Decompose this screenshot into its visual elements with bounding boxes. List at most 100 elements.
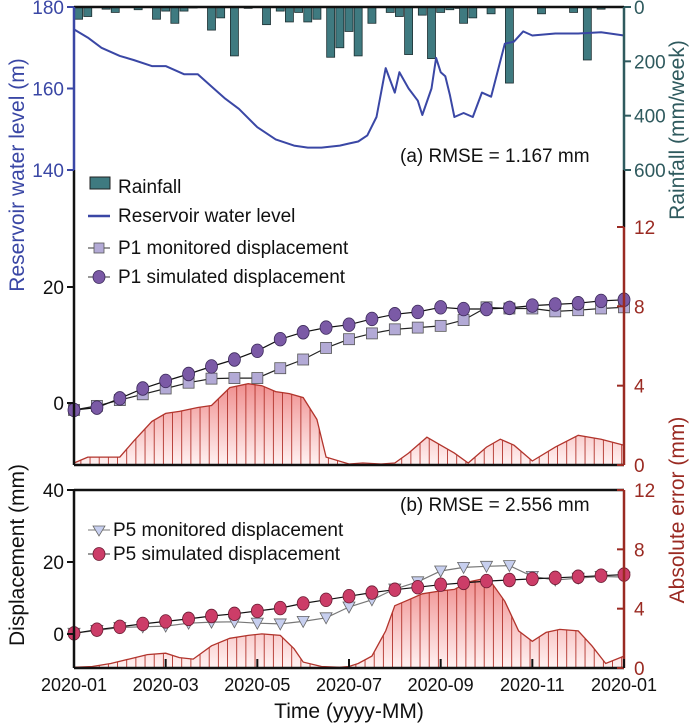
p1-simulated-point [159, 373, 173, 389]
p1-simulated-point [548, 297, 562, 312]
water-level-line [73, 28, 625, 149]
legend-p5-monitored-label: P5 monitored displacement [113, 520, 344, 541]
rainfall-bar [505, 6, 514, 84]
displacement-axis-title: Displacement (mm) [6, 464, 29, 646]
x-tick-label: 2020-01 [41, 675, 107, 695]
rainfall-bar [353, 6, 363, 57]
p5-simulated-point [594, 568, 608, 583]
p1-simulated-point [319, 320, 333, 335]
p1-simulated-point [228, 352, 241, 367]
legend-p1-monitored-swatch [93, 242, 105, 254]
panel-b-rmse-annotation: (b) RMSE = 2.556 mm [400, 495, 590, 516]
p1-monitored-point [297, 353, 310, 366]
p5-simulated-point [503, 572, 516, 588]
p5-simulated-point [296, 596, 310, 611]
panel-a-error-area [73, 383, 625, 465]
rainfall-bar [427, 6, 436, 60]
error-b-tick-label: 0 [634, 659, 645, 680]
legend-rainfall-label: Rainfall [118, 177, 181, 198]
panel-b-axes: 0 20 40 0 4 8 12 [43, 481, 655, 680]
rainfall-tick-label: 200 [634, 52, 666, 73]
p1-monitored-point [388, 323, 401, 336]
rainfall-bar [83, 6, 93, 17]
panel-a-displacement-series [67, 292, 631, 418]
displacement-b-tick-label: 0 [53, 625, 64, 646]
x-tick-labels: 2020-01 2020-03 2020-05 2020-07 2020-09 2020-… [41, 675, 657, 695]
panel-b-error-area [73, 578, 625, 668]
legend-p1-monitored-label: P1 monitored displacement [118, 238, 349, 259]
p1-error-fill [74, 383, 624, 465]
p5-simulated-point [365, 585, 379, 600]
p5-simulated-point [182, 611, 195, 627]
p1-simulated-point [113, 391, 127, 406]
rainfall-bar [326, 6, 336, 58]
p5-simulated-point [159, 614, 173, 629]
rainfall-bar [312, 6, 322, 20]
rainfall-bar [170, 6, 180, 24]
displacement-b-tick-label: 40 [43, 481, 64, 502]
p5-monitored-point [502, 560, 517, 573]
x-axis-title: Time (yyyy-MM) [274, 700, 424, 723]
legend-p1-simulated-swatch [92, 270, 106, 284]
p1-error-line [73, 383, 625, 465]
error-b-tick-label: 8 [634, 540, 645, 561]
p1-monitored-point [366, 327, 378, 340]
p1-monitored-point [411, 321, 424, 334]
p1-simulated-point [342, 317, 356, 332]
p1-simulated-point [182, 366, 195, 382]
p1-simulated-point [411, 304, 425, 320]
legend-rainfall-swatch [89, 176, 111, 190]
x-tick-label: 2020-03 [133, 675, 199, 695]
p5-monitored-point [319, 612, 333, 625]
panel-a-rmse-annotation: (a) RMSE = 1.167 mm [400, 146, 590, 167]
rainfall-bar [230, 6, 239, 57]
rainfall-bar [395, 6, 404, 17]
displacement-b-tick-label: 20 [43, 553, 64, 574]
p1-simulated-point [594, 293, 608, 309]
rainfall-bar [404, 6, 413, 55]
p5-simulated-point [411, 580, 425, 595]
legend-p5-monitored-swatch [92, 525, 106, 537]
error-a-tick-label: 8 [634, 297, 645, 318]
p5-simulated-point [548, 570, 562, 586]
rainfall-tick-label: 0 [634, 0, 645, 19]
panel-a-legend: Rainfall Reservoir water level P1 monito… [88, 176, 349, 288]
p5-simulated-point [480, 573, 493, 589]
rainfall-bar [207, 6, 216, 31]
p1-simulated-point [136, 381, 150, 396]
rainfall-bar [262, 6, 271, 26]
p5-simulated-point [525, 571, 539, 587]
x-tick-label: 2020-05 [224, 675, 290, 695]
p1-simulated-point [365, 311, 379, 327]
error-a-tick-label: 12 [634, 218, 655, 239]
p5-monitored-point [296, 616, 310, 629]
p1-monitored-point [434, 319, 447, 332]
p1-simulated-point [296, 325, 310, 340]
rainfall-bar [468, 6, 478, 19]
p1-simulated-point [480, 301, 493, 317]
p5-simulated-point [571, 569, 585, 584]
p5-simulated-point [205, 608, 218, 624]
x-tick-label: 2020-11 [500, 675, 565, 695]
error-a-tick-label: 0 [634, 456, 645, 477]
rainfall-bar [74, 6, 83, 20]
p5-simulated-point [113, 619, 127, 635]
p5-error-fill [74, 579, 624, 668]
legend-p5-simulated-label: P5 simulated displacement [113, 544, 341, 565]
p5-error-line [73, 578, 625, 668]
legend-p1-simulated-label: P1 simulated displacement [118, 267, 346, 288]
error-axis-title: Absolute error (mm) [666, 417, 689, 604]
rainfall-bar [152, 6, 161, 20]
p1-monitored-point [228, 372, 241, 384]
x-tick-label: 2020-01 [591, 675, 657, 695]
rainfall-bar [344, 6, 354, 32]
error-b-tick-label: 4 [634, 600, 645, 621]
p1-simulated-point [90, 400, 104, 415]
p5-simulated-point [136, 616, 150, 632]
p1-monitored-point [274, 362, 287, 375]
p1-simulated-point [250, 343, 264, 359]
p1-simulated-point [273, 332, 287, 347]
error-b-tick-label: 12 [634, 481, 655, 502]
